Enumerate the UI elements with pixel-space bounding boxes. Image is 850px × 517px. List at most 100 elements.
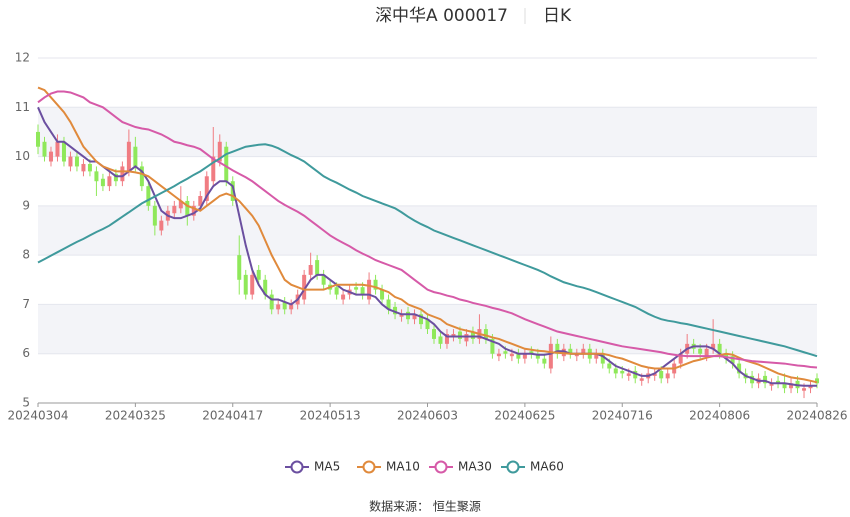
candle-body [769, 383, 774, 386]
candle-body [237, 255, 242, 280]
candle-body [626, 373, 631, 376]
candle-body [315, 260, 320, 275]
candle-body [367, 279, 372, 300]
candle-body [178, 200, 183, 209]
candle-body [438, 336, 443, 344]
candle-body [302, 274, 307, 300]
candle-body [815, 378, 819, 384]
candle-body [243, 274, 248, 295]
candle-body [94, 171, 99, 182]
legend-marker [290, 460, 304, 474]
candle-body [42, 141, 47, 157]
candle-body [594, 353, 599, 359]
candle-body [522, 353, 527, 359]
candle-body [373, 279, 378, 290]
candle-body [555, 343, 560, 354]
candle-body [600, 353, 605, 364]
candle-body [406, 311, 411, 320]
legend-label: MA5 [314, 460, 340, 474]
candle-body [737, 363, 742, 374]
candle-body [341, 294, 346, 300]
y-tick-label: 7 [22, 297, 30, 311]
candle-body [61, 141, 66, 162]
candle-body [542, 358, 547, 364]
candle-body [516, 353, 521, 359]
candle-body [139, 166, 144, 187]
candle-body [159, 220, 164, 231]
candle-body [808, 385, 813, 389]
candle-body [490, 338, 495, 354]
x-tick-label: 20240513 [300, 409, 361, 423]
candle-body [282, 301, 287, 310]
candle-body [217, 141, 222, 162]
ma-line [37, 86, 818, 384]
candle-body [185, 200, 190, 216]
y-tick-label: 12 [15, 51, 30, 65]
x-tick-label: 20240304 [7, 409, 68, 423]
source-note: 数据来源： 恒生聚源 [369, 499, 481, 514]
candle-body [360, 287, 365, 295]
candle-body [87, 163, 92, 172]
candle-body [782, 383, 787, 389]
candle-body [607, 363, 612, 369]
candle-body [730, 356, 735, 364]
y-tick-label: 9 [22, 198, 30, 212]
x-tick-label: 20240806 [689, 409, 750, 423]
candle-body [393, 306, 398, 315]
candle-body [431, 329, 436, 339]
candle-body [704, 348, 709, 357]
ma-line [37, 106, 817, 387]
chart-subtitle: 日K [543, 6, 572, 26]
candle-body [68, 156, 73, 167]
candle-body [529, 351, 534, 354]
candle-body [464, 334, 469, 342]
y-tick-label: 10 [15, 149, 30, 163]
legend-marker [506, 460, 520, 474]
x-tick-label: 20240325 [105, 409, 166, 423]
candle-body [581, 348, 586, 354]
candle-body [289, 304, 294, 310]
candle-body [574, 353, 579, 357]
legend: MA5 MA10 MA30 MA60 [285, 460, 564, 474]
candle-body [620, 370, 625, 374]
x-tick-label: 20240417 [202, 409, 263, 423]
candle-body [191, 205, 196, 216]
candle-body [269, 294, 274, 310]
candle-body [152, 205, 157, 226]
candle-body [470, 331, 475, 339]
candle-body [698, 348, 703, 354]
candle-body [789, 383, 794, 389]
candle-body [133, 146, 138, 167]
candle-body [412, 314, 417, 320]
candle-body [425, 319, 430, 330]
candle-body [399, 314, 404, 317]
x-tick-label: 20240826 [786, 409, 847, 423]
candle-body [483, 329, 488, 339]
candle-body [613, 368, 618, 374]
candle-body [74, 156, 79, 167]
legend-label: MA60 [530, 460, 564, 474]
candle-body [763, 375, 768, 384]
chart-title: 深中华A 000017 [375, 6, 508, 26]
candle-body [204, 176, 209, 201]
x-tick-label: 20240716 [592, 409, 653, 423]
candle-body [659, 370, 664, 379]
candle-body [55, 141, 60, 157]
candle-body [451, 334, 456, 337]
candle-body [678, 353, 683, 364]
candle-body [503, 351, 508, 354]
candle-body [107, 176, 112, 187]
candle-body [457, 331, 462, 339]
candle-body [354, 287, 359, 290]
x-tick-label: 20240603 [397, 409, 458, 423]
candle-body [776, 380, 781, 384]
y-tick-label: 11 [15, 100, 30, 114]
candle-body [717, 343, 722, 354]
candle-body [444, 334, 449, 344]
candle-body [146, 186, 151, 206]
candle-body [509, 353, 514, 357]
candle-body [750, 375, 755, 384]
legend-marker [362, 460, 376, 474]
legend-label: MA30 [458, 460, 492, 474]
candle-body [496, 353, 501, 357]
